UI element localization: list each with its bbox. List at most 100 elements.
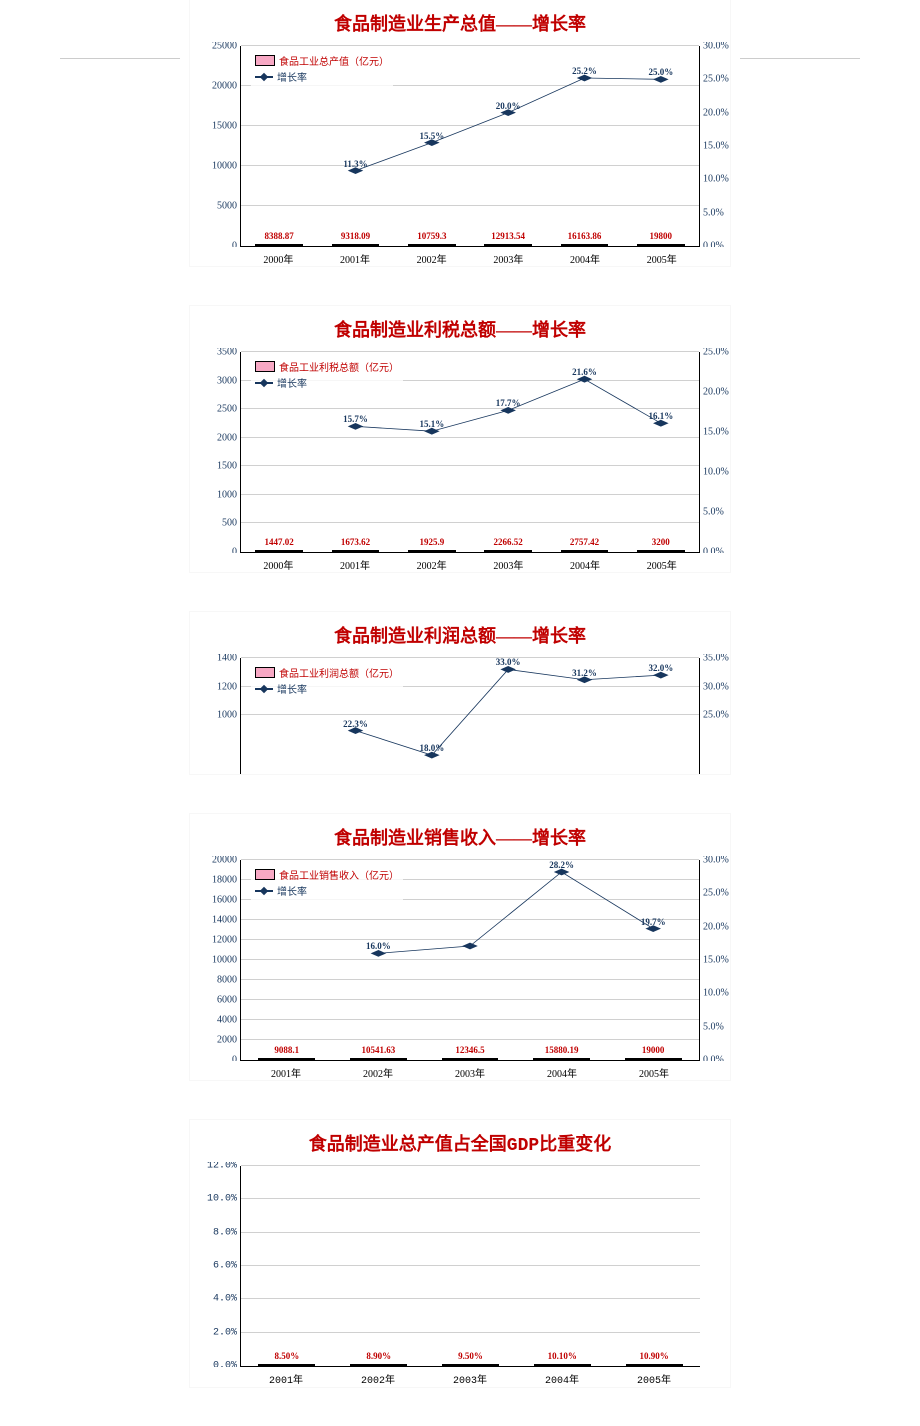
bar: 9.50% <box>442 1364 499 1366</box>
y1-tick: 10000 <box>193 161 237 172</box>
chart-c4: 食品制造业销售收入——增长率02000400060008000100001200… <box>190 814 730 1080</box>
legend-line-label: 增长率 <box>277 69 307 84</box>
line-value-label: 11.3% <box>343 159 367 169</box>
y1-tick: 0 <box>193 547 237 554</box>
x-tick: 2004年 <box>547 251 624 266</box>
x-tick: 2000年 <box>240 251 317 266</box>
y1-tick: 12.0% <box>193 1162 237 1172</box>
y2-tick: 15.0% <box>703 141 730 152</box>
bar: 10.90% <box>626 1364 683 1366</box>
bar-value-label: 12913.54 <box>491 231 525 241</box>
y1-tick: 6000 <box>193 995 237 1006</box>
y1-tick: 18000 <box>193 875 237 886</box>
bar: 10541.63 <box>350 1058 407 1060</box>
y2-tick: 25.0% <box>703 888 730 899</box>
bar: 8.90% <box>350 1364 407 1366</box>
x-tick: 2003年 <box>424 1371 516 1387</box>
y1-tick: 4000 <box>193 1015 237 1026</box>
line-value-label: 19.7% <box>641 917 666 927</box>
bar: 8388.87 <box>255 244 303 246</box>
bar-value-label: 19800 <box>650 231 673 241</box>
x-tick: 2001年 <box>240 1371 332 1387</box>
plot-area: 05001000150020002500300035000.0%5.0%10.0… <box>240 352 700 553</box>
y1-tick: 5000 <box>193 201 237 212</box>
y1-tick: 6.0% <box>193 1261 237 1272</box>
chart-c2: 食品制造业利税总额——增长率05001000150020002500300035… <box>190 306 730 572</box>
bar-value-label: 8388.87 <box>265 231 294 241</box>
chart-title: 食品制造业利润总额——增长率 <box>190 612 730 654</box>
bar: 8.50% <box>258 1364 315 1366</box>
line-value-label: 32.0% <box>648 663 673 673</box>
y1-tick: 2000 <box>193 432 237 443</box>
line-value-label: 15.1% <box>419 419 444 429</box>
x-tick: 2001年 <box>240 1065 332 1080</box>
y1-tick: 0 <box>193 1055 237 1062</box>
line-value-label: 25.0% <box>648 67 673 77</box>
x-tick: 2003年 <box>470 251 547 266</box>
y2-tick: 20.0% <box>703 921 730 932</box>
legend-bar-label: 食品工业销售收入（亿元） <box>279 867 399 882</box>
y2-tick: 25.0% <box>703 710 730 721</box>
bar-value-label: 10.90% <box>639 1351 668 1361</box>
y2-tick: 5.0% <box>703 207 730 218</box>
bar-value-label: 10759.3 <box>417 231 446 241</box>
legend-bar-label: 食品工业利润总额（亿元） <box>279 665 399 680</box>
chart-c3: 食品制造业利润总额——增长率10001200140025.0%30.0%35.0… <box>190 612 730 774</box>
bar-value-label: 1447.02 <box>265 537 294 547</box>
line-value-label: 17.7% <box>496 398 521 408</box>
x-tick: 2002年 <box>332 1371 424 1387</box>
plot-area: 0.0%2.0%4.0%6.0%8.0%10.0%12.0%8.50%8.90%… <box>240 1166 700 1367</box>
x-tick: 2005年 <box>608 1371 700 1387</box>
x-tick: 2001年 <box>317 557 394 572</box>
bar: 1925.9 <box>408 550 456 552</box>
chart-title: 食品制造业销售收入——增长率 <box>190 814 730 856</box>
y1-tick: 16000 <box>193 895 237 906</box>
bar-value-label: 19000 <box>642 1045 665 1055</box>
x-tick: 2004年 <box>547 557 624 572</box>
bar-value-label: 1673.62 <box>341 537 370 547</box>
x-tick: 2005年 <box>623 251 700 266</box>
line-value-label: 18.0% <box>419 743 444 753</box>
line-value-label: 33.0% <box>496 657 521 667</box>
y1-tick: 1500 <box>193 461 237 472</box>
y1-tick: 25000 <box>193 42 237 52</box>
y1-tick: 2.0% <box>193 1327 237 1338</box>
bar: 9088.1 <box>258 1058 315 1060</box>
bar-value-label: 10.10% <box>548 1351 577 1361</box>
line-value-label: 15.7% <box>343 414 368 424</box>
y2-tick: 10.0% <box>703 174 730 185</box>
y2-tick: 35.0% <box>703 654 730 664</box>
bar-value-label: 9318.09 <box>341 231 370 241</box>
y2-tick: 30.0% <box>703 42 730 52</box>
x-tick: 2002年 <box>393 557 470 572</box>
chart-title: 食品制造业生产总值——增长率 <box>190 0 730 42</box>
y1-tick: 500 <box>193 518 237 529</box>
line-value-label: 21.6% <box>572 367 597 377</box>
x-tick: 2002年 <box>332 1065 424 1080</box>
y2-tick: 0.0% <box>703 1055 730 1062</box>
y1-tick: 2500 <box>193 404 237 415</box>
y2-tick: 15.0% <box>703 955 730 966</box>
y1-tick: 14000 <box>193 915 237 926</box>
bar: 1673.62 <box>332 550 380 552</box>
x-tick: 2005年 <box>608 1065 700 1080</box>
bar: 9318.09 <box>332 244 380 246</box>
chart-title: 食品制造业总产值占全国GDP比重变化 <box>190 1120 730 1162</box>
bar: 12913.54 <box>484 244 532 246</box>
y2-tick: 0.0% <box>703 241 730 248</box>
y2-tick: 25.0% <box>703 74 730 85</box>
bar: 1447.02 <box>255 550 303 552</box>
y1-tick: 2000 <box>193 1035 237 1046</box>
y2-tick: 5.0% <box>703 1021 730 1032</box>
bar: 19000 <box>625 1058 682 1060</box>
plot-area: 10001200140025.0%30.0%35.0%915.9115022.3… <box>240 658 700 774</box>
bar: 10.10% <box>534 1364 591 1366</box>
bar-value-label: 12346.5 <box>455 1045 484 1055</box>
bar-value-label: 2266.52 <box>494 537 523 547</box>
y1-tick: 10000 <box>193 955 237 966</box>
bar-value-label: 8.50% <box>275 1351 300 1361</box>
bar: 2757.42 <box>561 550 609 552</box>
x-tick: 2002年 <box>393 251 470 266</box>
x-tick: 2003年 <box>424 1065 516 1080</box>
x-tick: 2003年 <box>470 557 547 572</box>
